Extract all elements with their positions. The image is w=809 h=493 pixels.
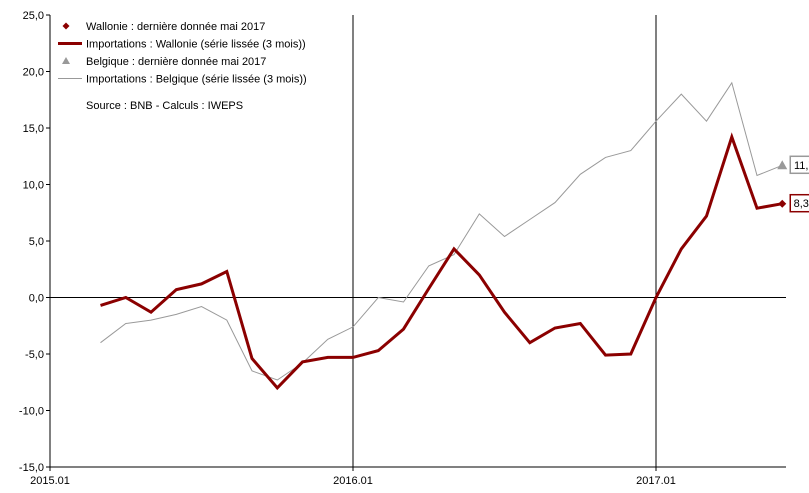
legend-marker-triangle <box>62 57 70 64</box>
reference-lines <box>352 15 657 467</box>
x-tick-label: 2016.01 <box>333 475 373 487</box>
series-line-belgique <box>100 81 783 381</box>
axes: 25,0 20,0 15,0 10,0 5,0 0,0 -5,0 -10,0 -15,02015… <box>19 10 786 487</box>
legend-label: Wallonie : dernière donnée mai 2017 <box>86 21 265 33</box>
x-tick-label: 2017.01 <box>636 475 676 487</box>
legend-label: Importations : Belgique (série lissée (3… <box>86 74 307 86</box>
y-tick-label: 15,0 <box>23 123 44 135</box>
x-tick-label: 2015.01 <box>30 475 70 487</box>
legend-label: Importations : Wallonie (série lissée (3… <box>86 39 306 51</box>
last-point-marker-wallonie <box>778 199 787 208</box>
data-label-box <box>789 155 809 175</box>
y-tick-label: 20,0 <box>23 67 44 79</box>
last-point-marker-belgique <box>777 160 788 170</box>
y-tick-label: -10,0 <box>19 406 44 418</box>
legend-marker-diamond <box>62 22 70 30</box>
y-tick-label: 5,0 <box>29 236 44 248</box>
data-label: 8,3 <box>794 198 809 210</box>
series-line-wallonie <box>100 132 783 391</box>
y-tick-label: 25,0 <box>23 10 44 22</box>
source-note: Source : BNB - Calculs : IWEPS <box>86 100 243 112</box>
series-layer <box>100 81 783 391</box>
legend-label: Belgique : dernière donnée mai 2017 <box>86 56 266 68</box>
y-tick-label: -15,0 <box>19 462 44 474</box>
legend: Wallonie : dernière donnée mai 2017 Impor… <box>58 21 307 112</box>
y-tick-label: 0,0 <box>29 293 44 305</box>
y-tick-label: 10,0 <box>23 180 44 192</box>
y-tick-label: -5,0 <box>25 349 44 361</box>
data-label: 11,7 <box>794 160 809 172</box>
data-label-box <box>789 193 809 213</box>
data-labels: 8,3 11,7 <box>777 155 809 213</box>
